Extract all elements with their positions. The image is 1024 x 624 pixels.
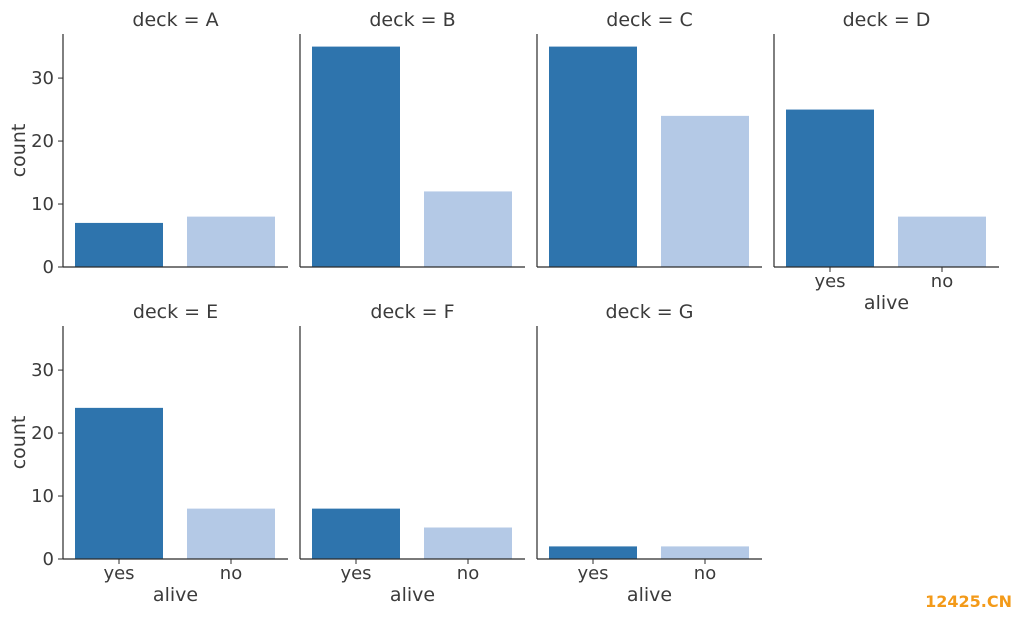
facet-panel-5: deck = E 0 10 20 30 count yes no alive bbox=[8, 301, 288, 606]
x-tick-label: no bbox=[220, 563, 242, 584]
facet-panel-3: deck = C bbox=[536, 9, 762, 268]
x-axis-label: alive bbox=[153, 584, 198, 606]
bar-no bbox=[661, 115, 749, 267]
panel-title: deck = C bbox=[606, 9, 692, 31]
x-tick-label: yes bbox=[577, 563, 608, 584]
panel-title: deck = E bbox=[133, 301, 218, 323]
x-tick-label: yes bbox=[103, 563, 134, 584]
panel-title: deck = B bbox=[369, 9, 455, 31]
y-tick-label: 30 bbox=[31, 360, 54, 381]
x-axis-label: alive bbox=[627, 584, 672, 606]
x-axis-label: alive bbox=[864, 292, 909, 314]
bar-yes bbox=[786, 109, 874, 267]
bar-no bbox=[898, 216, 986, 267]
panel-title: deck = A bbox=[132, 9, 218, 31]
bar-no bbox=[424, 527, 512, 559]
y-axis-label: count bbox=[8, 124, 30, 178]
x-tick-label: no bbox=[931, 271, 953, 292]
chart-panels: deck = A 0 10 20 30 count deck = B deck = C deck… bbox=[8, 9, 999, 606]
bar-no bbox=[424, 191, 512, 267]
x-tick-label: yes bbox=[814, 271, 845, 292]
y-tick-label: 10 bbox=[31, 194, 54, 215]
x-tick-label: no bbox=[457, 563, 479, 584]
y-axis-label: count bbox=[8, 416, 30, 470]
panel-title: deck = F bbox=[370, 301, 454, 323]
bar-no bbox=[187, 508, 275, 559]
bar-yes bbox=[549, 46, 637, 268]
bar-yes bbox=[312, 46, 400, 268]
y-tick-label: 20 bbox=[31, 131, 54, 152]
y-tick-label: 0 bbox=[43, 549, 54, 570]
facet-panel-7: deck = G yes no alive bbox=[536, 301, 762, 606]
panel-title: deck = D bbox=[843, 9, 931, 31]
watermark-text: 12425.CN bbox=[925, 592, 1012, 611]
y-tick-label: 20 bbox=[31, 423, 54, 444]
bar-yes bbox=[312, 508, 400, 559]
facet-panel-4: deck = D yes no alive bbox=[773, 9, 999, 314]
x-tick-label: yes bbox=[340, 563, 371, 584]
x-tick-label: no bbox=[694, 563, 716, 584]
panel-title: deck = G bbox=[606, 301, 694, 323]
facet-panel-1: deck = A 0 10 20 30 count bbox=[8, 9, 288, 278]
bar-no bbox=[661, 546, 749, 559]
facet-panel-6: deck = F yes no alive bbox=[299, 301, 525, 606]
facet-panel-2: deck = B bbox=[299, 9, 525, 268]
y-tick-label: 10 bbox=[31, 486, 54, 507]
y-tick-label: 30 bbox=[31, 68, 54, 89]
bar-yes bbox=[75, 407, 163, 559]
y-tick-label: 0 bbox=[43, 257, 54, 278]
x-axis-label: alive bbox=[390, 584, 435, 606]
bar-yes bbox=[549, 546, 637, 559]
bar-yes bbox=[75, 222, 163, 267]
bar-no bbox=[187, 216, 275, 267]
